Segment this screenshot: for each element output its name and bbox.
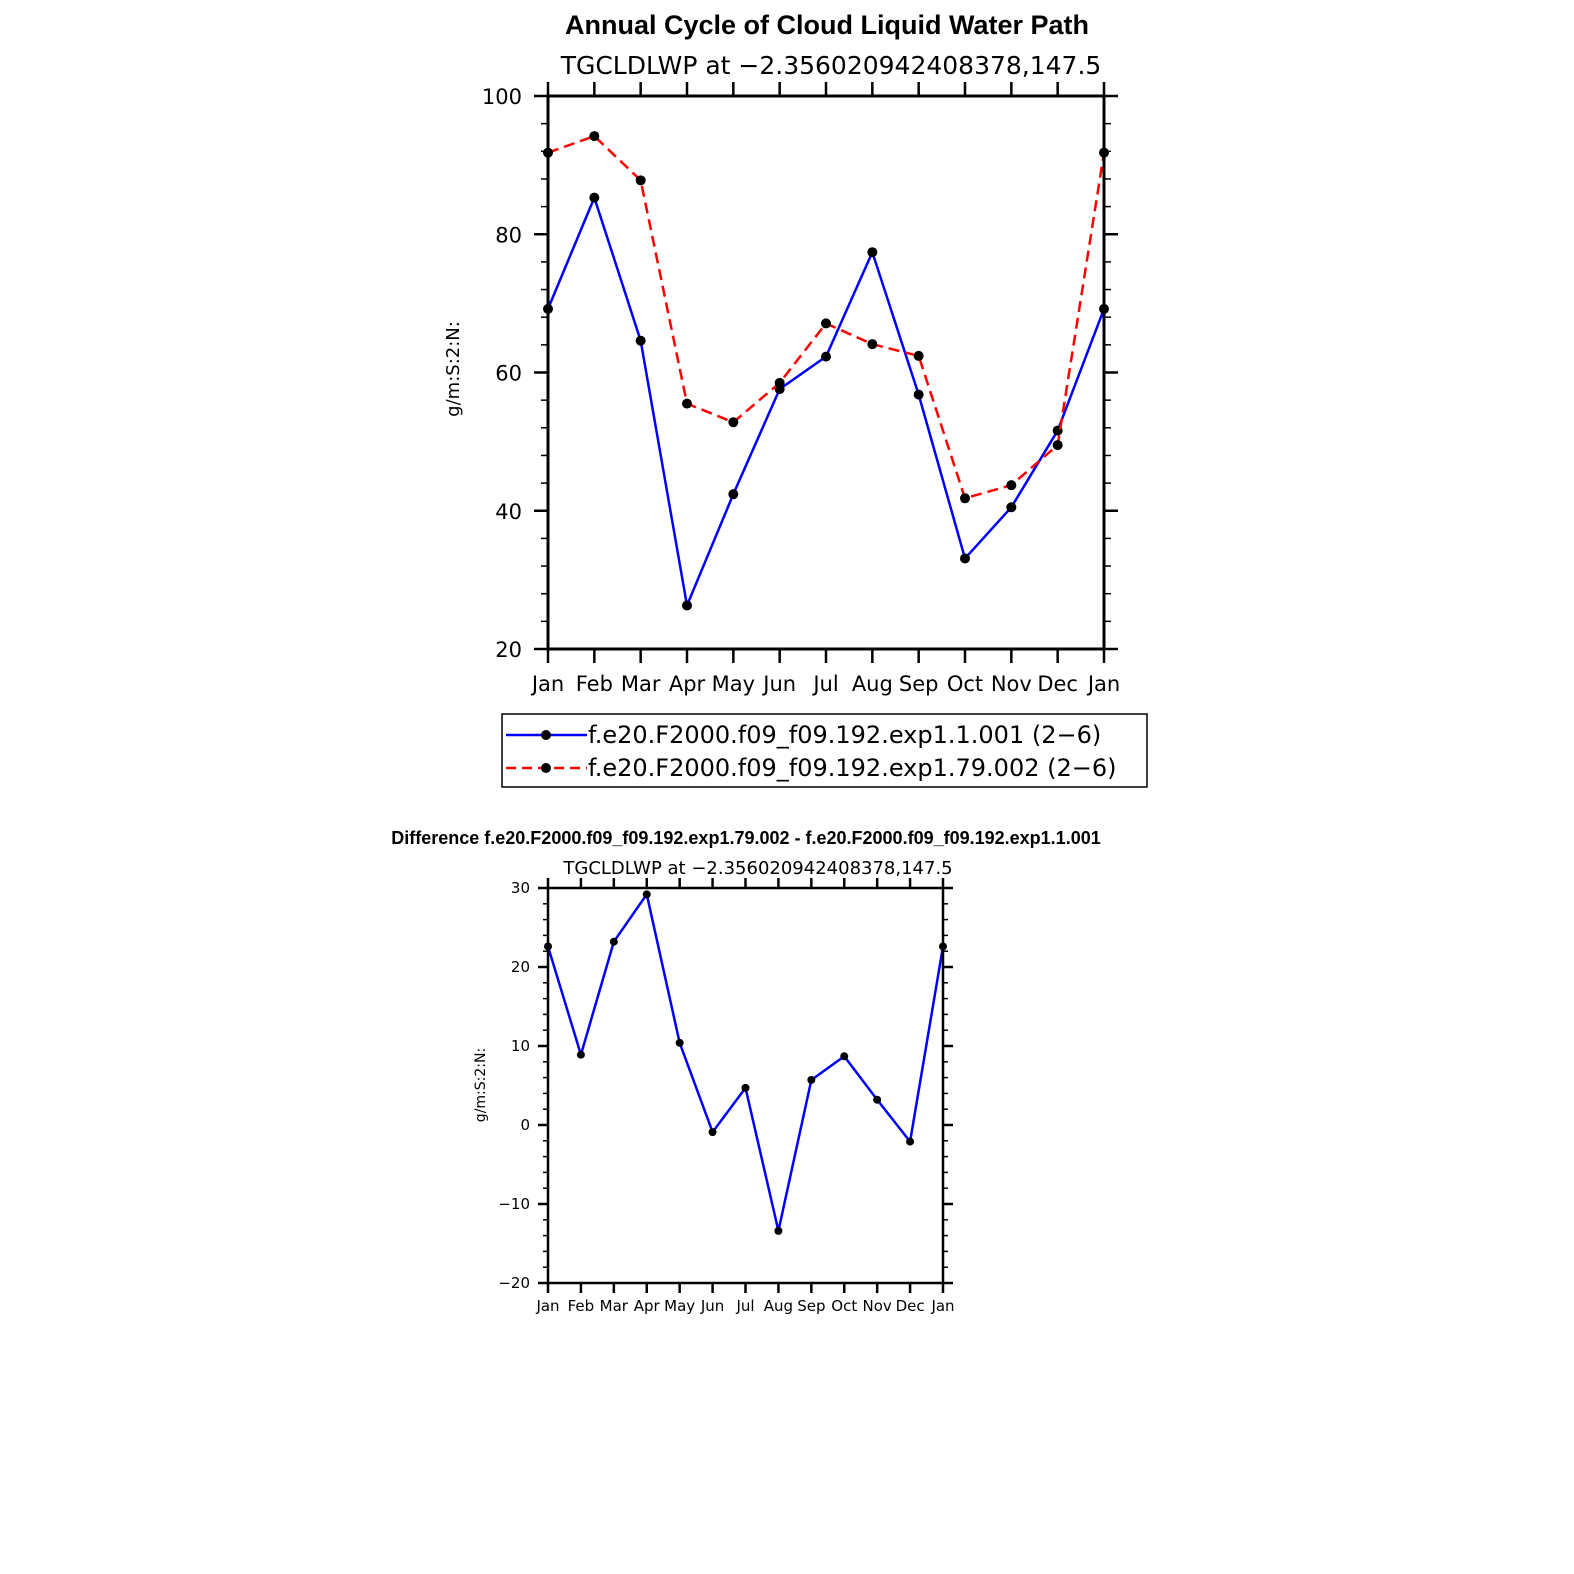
data-point-series-2 [913,350,924,361]
y-tick-label: −10 [498,1195,530,1213]
data-point-series-2 [1052,440,1063,451]
data-point-series-1 [635,335,646,346]
data-point-series-2 [821,318,831,329]
x-tick-label: Oct [831,1297,857,1315]
data-point-series-1 [1006,502,1017,513]
legend-marker-series-2 [541,763,551,773]
y-tick-label: 30 [511,879,530,897]
data-point-series-1 [675,1038,684,1047]
y-tick-labels: 20 40 60 80 100 [482,85,522,662]
data-point-series-2 [589,131,600,142]
data-point-series-2 [635,175,646,186]
data-point-series-1 [576,1050,585,1059]
legend-box [501,713,1148,788]
x-tick-label: Apr [634,1297,661,1315]
x-tick-label: Nov [991,672,1032,696]
x-tick-label: Mar [621,672,661,696]
y-tick-label: 60 [495,362,522,386]
data-point-series-1 [821,351,831,362]
x-tick-label: Dec [896,1297,925,1315]
data-point-series-1 [807,1075,816,1084]
data-point-series-1 [913,389,924,400]
data-point-series-1 [728,489,739,500]
difference-y-tick-labels: −20 −10 0 10 20 30 [498,879,530,1292]
x-tick-label: Nov [863,1297,892,1315]
data-point-series-2 [867,339,878,350]
chart-title: Annual Cycle of Cloud Liquid Water Path [565,10,1089,40]
x-tick-label: Aug [852,672,893,696]
data-point-series-1 [589,192,600,203]
data-point-series-1 [708,1128,717,1137]
difference-subtitle: TGCLDLWP at −2.356020942408378,147.5 [562,858,952,879]
x-tick-label: Jan [530,672,564,696]
data-point-series-1 [840,1052,849,1061]
y-tick-label: 40 [495,500,522,524]
legend-label-series-1: f.e20.F2000.f09_f09.192.exp1.1.001 (2−6) [588,721,1101,749]
x-tick-label: Jan [1086,672,1120,696]
data-point-series-1 [774,1226,783,1235]
data-point-series-2 [728,417,739,428]
x-tick-label: Jul [735,1297,754,1315]
y-tick-label: 10 [511,1037,530,1055]
data-point-series-1 [642,890,651,899]
x-tick-label: Jun [700,1297,724,1315]
x-tick-labels: Jan Feb Mar Apr May Jun Jul Aug Sep Oct Nov Dec Jan [530,672,1120,696]
x-tick-label: May [712,672,755,696]
data-point-series-2 [960,493,970,504]
data-point-series-1 [960,553,970,564]
x-tick-label: Aug [764,1297,793,1315]
x-tick-label: Mar [600,1297,629,1315]
x-tick-label: Oct [947,672,983,696]
annual-cycle-panel: Annual Cycle of Cloud Liquid Water Path … [443,10,1148,788]
y-tick-label: 20 [511,958,530,976]
y-tick-label: 80 [495,223,522,247]
difference-plot-area [544,890,947,1235]
series-line-2 [547,134,1106,500]
series-line-1 [546,196,1106,607]
data-point-series-1 [867,247,878,258]
series-line-1 [546,893,945,1233]
x-tick-label: Feb [576,672,613,696]
x-tick-label: Apr [669,672,706,696]
difference-x-tick-labels: Jan Feb Mar Apr May Jun Jul Aug Sep Oct Nov Dec Jan [535,1297,954,1315]
tick-marks [534,82,1118,663]
chart-subtitle: TGCLDLWP at −2.356020942408378,147.5 [560,51,1102,80]
y-axis-label: g/m:S:2:N: [443,321,464,417]
plot-frame [546,94,1106,651]
y-tick-label: 100 [482,85,522,109]
plot-area [543,131,1109,611]
data-point-series-1 [906,1137,915,1146]
x-tick-label: Dec [1037,672,1078,696]
x-tick-label: Feb [568,1297,595,1315]
x-tick-label: Jul [811,672,838,696]
y-tick-label: 0 [520,1116,530,1134]
data-point-series-2 [682,398,692,409]
data-point-series-1 [609,937,618,946]
difference-plot-frame [546,886,945,1285]
data-point-series-2 [774,377,785,388]
data-point-series-2 [1006,480,1017,491]
x-tick-label: May [664,1297,695,1315]
x-tick-label: Jun [761,672,796,696]
x-tick-label: Jan [930,1297,954,1315]
data-point-series-1 [873,1095,882,1104]
legend: f.e20.F2000.f09_f09.192.exp1.1.001 (2−6)… [501,713,1148,788]
difference-panel: Difference f.e20.F2000.f09_f09.192.exp1.… [391,828,1100,1315]
y-tick-label: −20 [498,1274,530,1292]
data-point-series-1 [741,1083,750,1092]
x-tick-label: Sep [797,1297,825,1315]
difference-y-axis-label: g/m:S:2:N: [473,1048,489,1122]
data-point-series-1 [682,600,692,611]
legend-marker-series-1 [541,730,551,740]
x-tick-label: Jan [535,1297,559,1315]
difference-title: Difference f.e20.F2000.f09_f09.192.exp1.… [391,828,1100,848]
x-tick-label: Sep [899,672,939,696]
legend-label-series-2: f.e20.F2000.f09_f09.192.exp1.79.002 (2−6… [588,754,1116,782]
y-tick-label: 20 [495,638,522,662]
